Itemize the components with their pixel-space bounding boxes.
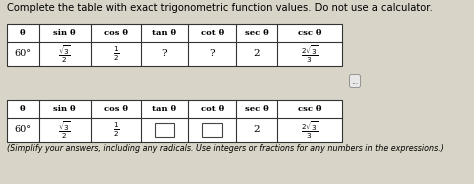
Text: csc θ: csc θ (298, 29, 321, 37)
Text: sin θ: sin θ (54, 105, 76, 113)
Text: csc θ: csc θ (298, 105, 321, 113)
Text: ?: ? (162, 49, 167, 58)
Bar (7, 100, 342, 142)
Text: $\frac{2\sqrt{3}}{3}$: $\frac{2\sqrt{3}}{3}$ (301, 119, 318, 141)
Text: $\frac{1}{2}$: $\frac{1}{2}$ (112, 121, 119, 139)
Text: sec θ: sec θ (245, 29, 268, 37)
Text: 2: 2 (253, 49, 260, 58)
Bar (155, 123, 174, 137)
Text: $\frac{\sqrt{3}}{2}$: $\frac{\sqrt{3}}{2}$ (58, 43, 71, 65)
Text: cot θ: cot θ (201, 105, 224, 113)
Text: tan θ: tan θ (152, 29, 176, 37)
Bar (202, 123, 222, 137)
Text: θ: θ (20, 29, 26, 37)
Text: (Simplify your answers, including any radicals. Use integers or fractions for an: (Simplify your answers, including any ra… (7, 144, 444, 153)
Text: 2: 2 (253, 125, 260, 134)
Text: $\frac{2\sqrt{3}}{3}$: $\frac{2\sqrt{3}}{3}$ (301, 43, 318, 65)
Text: $\frac{\sqrt{3}}{2}$: $\frac{\sqrt{3}}{2}$ (58, 119, 71, 141)
Text: cos θ: cos θ (104, 29, 128, 37)
Text: sec θ: sec θ (245, 105, 268, 113)
Text: 60°: 60° (14, 49, 31, 58)
Text: ?: ? (210, 49, 215, 58)
Text: θ: θ (20, 105, 26, 113)
Text: cot θ: cot θ (201, 29, 224, 37)
Text: ...: ... (351, 77, 358, 86)
Text: sin θ: sin θ (54, 29, 76, 37)
Bar (7, 24, 342, 66)
Text: cos θ: cos θ (104, 105, 128, 113)
Text: tan θ: tan θ (152, 105, 176, 113)
Text: 60°: 60° (14, 125, 31, 134)
Text: $\frac{1}{2}$: $\frac{1}{2}$ (112, 45, 119, 63)
Text: Complete the table with exact trigonometric function values. Do not use a calcul: Complete the table with exact trigonomet… (7, 3, 433, 13)
